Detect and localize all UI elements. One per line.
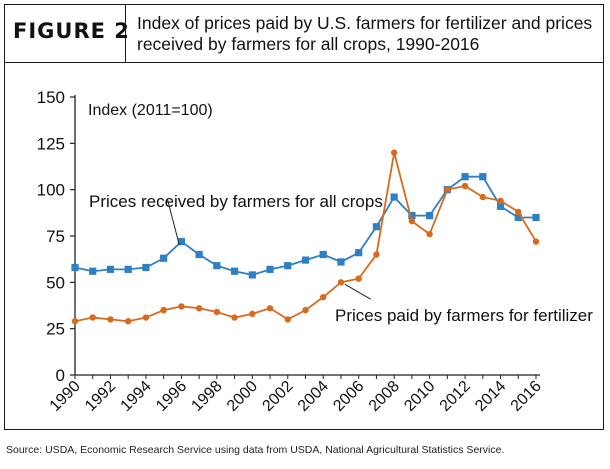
x-tick-label: 1992 [82, 378, 119, 415]
x-tick-label: 2014 [472, 378, 509, 415]
y-tick-label: 75 [46, 227, 65, 246]
crops-point [426, 212, 434, 220]
x-tick-label: 1998 [188, 378, 225, 415]
figure-title: Index of prices paid by U.S. farmers for… [137, 13, 593, 54]
header-divider [125, 5, 126, 62]
figure-frame: FIGURE 2 Index of prices paid by U.S. fa… [4, 4, 604, 430]
crops-series-label: Prices received by farmers for all crops [89, 192, 383, 211]
crops-point [213, 262, 221, 270]
chart-lines [71, 149, 540, 325]
crops-point [266, 265, 274, 273]
crops-point [124, 265, 132, 273]
crops-point [230, 267, 239, 275]
figure-label: FIGURE 2 [13, 19, 130, 43]
chart-axes [74, 95, 540, 376]
y-tick-label: 50 [46, 273, 65, 292]
crops-point [496, 202, 505, 210]
crops-point [89, 267, 97, 275]
fertilizer-point [461, 182, 469, 190]
crops-point [248, 271, 256, 279]
fertilizer-point [142, 314, 150, 321]
x-tick-label: 1990 [47, 378, 84, 415]
crops-point [195, 250, 203, 259]
x-tick-label: 2000 [224, 378, 261, 415]
crops-point [532, 213, 540, 222]
fertilizer-point [71, 318, 79, 325]
y-tick-label: 0 [56, 366, 65, 385]
crops-point [461, 173, 469, 181]
crops-point [337, 258, 345, 266]
crops-point [319, 250, 327, 259]
fertilizer-point [426, 230, 433, 238]
fertilizer-point [178, 303, 185, 310]
chart-ticks: 0 25 50 75 100 125 150 199019921994199619982000… [37, 88, 545, 415]
fertilizer-point [107, 316, 114, 323]
chart-labels: Index (2011=100) Prices received by farme… [88, 102, 593, 325]
y-axis-label: Index (2011=100) [88, 102, 213, 119]
crops-point [514, 213, 522, 222]
fertilizer-point [249, 310, 256, 318]
fertilizer-point [515, 208, 522, 216]
figure-header: FIGURE 2 Index of prices paid by U.S. fa… [5, 5, 603, 63]
fertilizer-point [195, 305, 203, 312]
crops-point [284, 262, 292, 270]
crops-point [390, 193, 398, 201]
fertilizer-point [444, 186, 451, 193]
fertilizer-point [320, 293, 327, 301]
x-tick-label: 2016 [508, 378, 545, 415]
fertilizer-point [390, 149, 398, 156]
crops-point [106, 265, 115, 273]
crops-point [372, 223, 381, 231]
fertilizer-point [497, 197, 504, 204]
fertilizer-point [160, 306, 167, 314]
x-tick-label: 2008 [366, 378, 403, 415]
x-tick-label: 2012 [437, 378, 474, 415]
y-tick-label: 100 [37, 181, 65, 200]
fertilizer-point [532, 238, 540, 245]
crops-point [479, 173, 487, 181]
fertilizer-point [89, 314, 96, 321]
fertilizer-point [284, 316, 291, 323]
fertilizer-point [302, 306, 309, 314]
crops-point [71, 263, 79, 272]
line-chart: 0 25 50 75 100 125 150 199019921994199619982000… [37, 88, 594, 415]
fertilizer-point [337, 279, 345, 286]
x-tick-label: 2004 [295, 378, 332, 415]
fertilizer-point [213, 308, 221, 316]
crops-point [355, 249, 363, 257]
crops-leader-line [166, 198, 180, 246]
fertilizer-point [373, 251, 380, 258]
x-tick-label: 2010 [401, 378, 438, 415]
crops-point [142, 263, 150, 272]
crops-point [408, 212, 416, 220]
fertilizer-leader-line [344, 283, 371, 300]
x-tick-label: 1996 [153, 378, 190, 415]
x-tick-label: 2006 [330, 378, 367, 415]
fertilizer-point [266, 305, 274, 312]
y-tick-label: 25 [46, 320, 65, 339]
source-note: Source: USDA, Economic Research Service … [6, 444, 505, 456]
x-tick-label: 2002 [259, 378, 296, 415]
fertilizer-point [124, 318, 132, 325]
y-tick-label: 150 [37, 88, 65, 107]
crops-point [160, 254, 168, 262]
fertilizer-point [408, 217, 416, 225]
fertilizer-point [231, 314, 238, 321]
x-tick-label: 1994 [118, 378, 155, 415]
fertilizer-series-label: Prices paid by farmers for fertilizer [335, 306, 593, 325]
crops-point [177, 237, 185, 246]
fertilizer-point [479, 193, 487, 201]
y-tick-label: 125 [37, 134, 65, 153]
fertilizer-point [355, 275, 362, 282]
crops-point [301, 256, 310, 264]
